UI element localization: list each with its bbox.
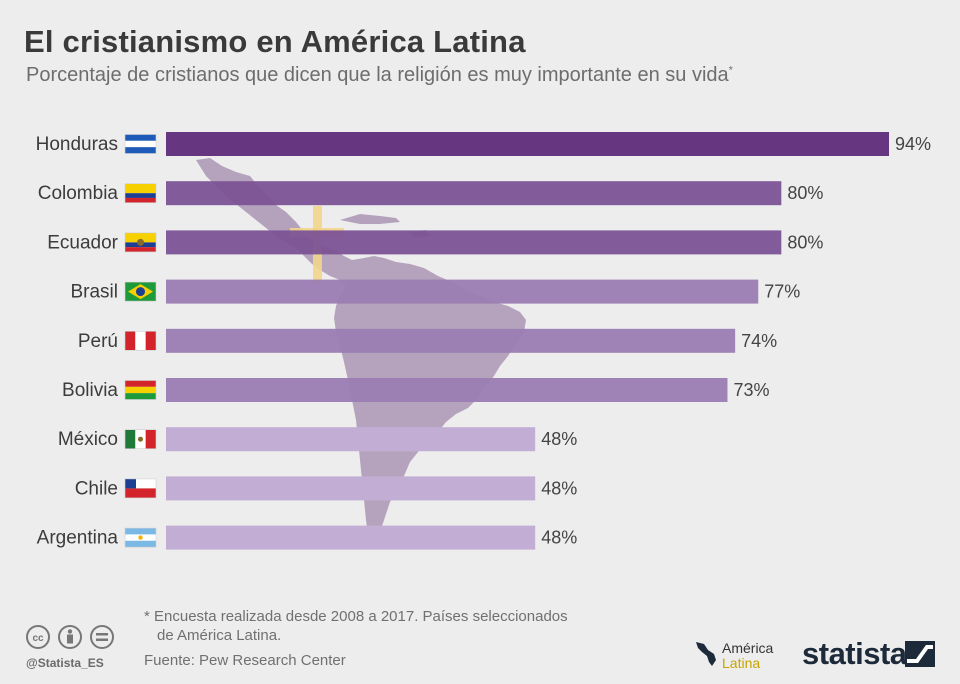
bar-peru bbox=[166, 328, 736, 353]
bar-mexico bbox=[166, 427, 536, 452]
honduras-flag-icon bbox=[124, 134, 157, 154]
bar-brasil bbox=[166, 279, 759, 304]
value-label: 48% bbox=[541, 528, 577, 548]
value-label: 94% bbox=[895, 134, 931, 154]
subtitle-text: Porcentaje de cristianos que dicen que l… bbox=[26, 64, 729, 86]
value-label: 80% bbox=[787, 183, 823, 203]
bar-chile bbox=[166, 476, 536, 501]
ecuador-flag-icon bbox=[124, 232, 157, 253]
bar-argentina bbox=[166, 525, 536, 550]
category-label: Honduras bbox=[36, 134, 118, 155]
chart-title: El cristianismo en América Latina bbox=[24, 24, 526, 59]
attribution-icon bbox=[58, 625, 82, 649]
category-label: Argentina bbox=[37, 528, 119, 549]
partner-name-line-1: América bbox=[722, 640, 774, 656]
statista-mark-icon bbox=[905, 641, 935, 667]
mexico-flag-icon bbox=[124, 429, 157, 450]
value-label: 73% bbox=[733, 380, 769, 400]
bar-honduras bbox=[166, 132, 889, 156]
category-label: Brasil bbox=[70, 282, 118, 303]
chart-subtitle: Porcentaje de cristianos que dicen que l… bbox=[26, 64, 733, 87]
social-handle: @Statista_ES bbox=[26, 656, 104, 670]
bar-ecuador bbox=[166, 230, 782, 255]
chile-flag-icon bbox=[124, 478, 157, 499]
bolivia-flag-icon bbox=[124, 380, 157, 400]
footnote-line-1: * Encuesta realizada desde 2008 a 2017. … bbox=[144, 608, 568, 625]
partner-name-line-2: Latina bbox=[722, 655, 761, 671]
subtitle-asterisk: * bbox=[728, 64, 733, 77]
category-label: Chile bbox=[75, 478, 118, 499]
america-latina-logo-icon bbox=[696, 642, 716, 666]
bar-colombia bbox=[166, 181, 782, 206]
peru-flag-icon bbox=[124, 330, 157, 351]
value-label: 80% bbox=[787, 232, 823, 252]
category-label: México bbox=[58, 429, 118, 450]
source-note: Fuente: Pew Research Center bbox=[144, 652, 346, 669]
colombia-flag-icon bbox=[124, 183, 157, 203]
category-label: Bolivia bbox=[62, 380, 118, 401]
bar-bolivia bbox=[166, 378, 728, 402]
no-derivatives-icon bbox=[90, 625, 114, 649]
value-label: 48% bbox=[541, 478, 577, 498]
footnote-line-2: de América Latina. bbox=[157, 627, 282, 644]
argentina-flag-icon bbox=[124, 527, 157, 548]
value-label: 74% bbox=[741, 331, 777, 351]
category-label: Ecuador bbox=[47, 232, 118, 253]
footnote: * Encuesta realizada desde 2008 a 2017. … bbox=[144, 607, 644, 645]
brasil-flag-icon bbox=[124, 281, 157, 302]
value-label: 77% bbox=[764, 282, 800, 302]
statista-logo: statista bbox=[802, 636, 907, 671]
license-icons: cc bbox=[26, 624, 122, 655]
category-label: Colombia bbox=[38, 183, 119, 204]
value-label: 48% bbox=[541, 429, 577, 449]
svg-text:cc: cc bbox=[32, 633, 44, 644]
category-label: Perú bbox=[78, 331, 118, 352]
cc-icon: cc bbox=[26, 625, 50, 649]
